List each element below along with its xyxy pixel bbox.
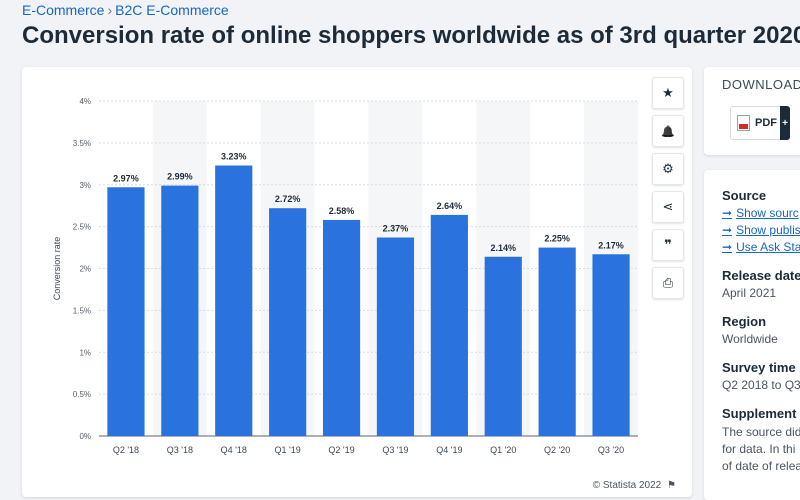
show-publisher-text: Show publis	[736, 223, 800, 237]
source-section: Source ➞ Show sourc ➞ Show publis ➞ Use Ask…	[722, 188, 800, 254]
notification-button[interactable]: 🔔	[652, 115, 684, 147]
breadcrumb-separator: ›	[107, 2, 113, 18]
cite-button[interactable]: ❞	[652, 229, 684, 261]
bar	[430, 214, 468, 436]
arrow-right-icon: ➞	[722, 223, 733, 237]
release-date-label: Release date	[722, 268, 800, 283]
ask-statista-link[interactable]: ➞ Use Ask Sta	[722, 240, 800, 254]
data-label: 2.64%	[437, 201, 463, 211]
x-tick-label: Q2 '19	[328, 445, 354, 455]
supplement-line: The source did	[722, 425, 800, 439]
supplement-section: Supplement The source did for data. In t…	[722, 406, 800, 475]
share-icon: ⋖	[662, 199, 674, 214]
pdf-download-button[interactable]: PDF +	[730, 106, 790, 140]
y-axis-label: Conversion rate	[52, 237, 62, 301]
show-source-text: Show sourc	[736, 206, 799, 220]
y-tick-label: 3.5%	[73, 139, 91, 148]
x-tick-label: Q2 '18	[113, 445, 139, 455]
bar	[322, 219, 361, 436]
quote-icon: ❞	[664, 237, 672, 252]
survey-time-section: Survey time Q2 2018 to Q3	[722, 360, 800, 392]
show-publisher-link[interactable]: ➞ Show publis	[722, 223, 800, 237]
data-label: 2.58%	[329, 206, 355, 216]
x-tick-label: Q4 '19	[436, 445, 462, 455]
pdf-label: PDF	[755, 117, 777, 129]
y-tick-label: 2.5%	[73, 223, 91, 232]
info-panel: Source ➞ Show sourc ➞ Show publis ➞ Use Ask…	[704, 170, 800, 500]
bar-chart: 0% 0.5% 1% 1.5% 2% 2.5% 3% 3.5% 4% 2.97% Q2 '18 2.9…	[52, 97, 638, 455]
settings-button[interactable]: ⚙	[652, 153, 684, 185]
show-source-link[interactable]: ➞ Show sourc	[722, 206, 800, 220]
chart-toolbar: ★ 🔔 ⚙ ⋖ ❞ ⎙	[652, 77, 684, 305]
arrow-right-icon: ➞	[722, 240, 733, 254]
data-label: 2.97%	[113, 173, 139, 183]
x-tick-label: Q1 '20	[490, 445, 516, 455]
flag-icon: ⚑	[667, 480, 676, 491]
bar	[269, 208, 307, 436]
supplement-label: Supplement	[722, 406, 797, 421]
ask-statista-text: Use Ask Sta	[736, 240, 800, 254]
data-label: 2.25%	[544, 234, 570, 244]
data-label: 3.23%	[221, 151, 247, 161]
survey-time-value: Q2 2018 to Q3	[722, 378, 800, 392]
region-value: Worldwide	[722, 332, 778, 346]
breadcrumb-item-b2c-ecommerce[interactable]: B2C E-Commerce	[115, 2, 229, 18]
favorite-button[interactable]: ★	[652, 77, 684, 109]
data-label: 2.37%	[383, 224, 409, 234]
pdf-file-icon	[737, 115, 750, 131]
bar	[161, 185, 199, 436]
share-button[interactable]: ⋖	[652, 191, 684, 223]
data-label: 2.17%	[598, 240, 624, 250]
y-tick-label: 3%	[79, 181, 91, 190]
x-tick-label: Q3 '18	[167, 445, 193, 455]
arrow-right-icon: ➞	[722, 206, 733, 220]
y-tick-label: 0%	[79, 432, 91, 441]
y-tick-label: 4%	[79, 97, 91, 106]
chart-card: 0% 0.5% 1% 1.5% 2% 2.5% 3% 3.5% 4% 2.97% Q2 '18 2.9…	[22, 67, 692, 497]
data-label: 2.72%	[275, 194, 301, 204]
bar	[592, 254, 630, 436]
download-heading: DOWNLOAD	[722, 77, 800, 92]
bar	[376, 237, 415, 436]
release-date-section: Release date April 2021	[722, 268, 800, 300]
data-label: 2.14%	[490, 243, 516, 253]
credit-text: © Statista 2022	[592, 480, 662, 491]
y-tick-label: 1.5%	[73, 306, 91, 315]
x-tick-label: Q4 '18	[221, 445, 247, 455]
supplement-line: for data. In thi	[722, 442, 796, 456]
download-panel: DOWNLOAD PDF +	[704, 67, 800, 155]
release-date-value: April 2021	[722, 286, 777, 300]
printer-icon: ⎙	[662, 275, 674, 290]
survey-time-label: Survey time	[722, 360, 796, 375]
region-label: Region	[722, 314, 767, 329]
bell-icon: 🔔	[661, 125, 675, 138]
gear-icon: ⚙	[662, 161, 674, 176]
page-title: Conversion rate of online shoppers world…	[22, 22, 800, 49]
x-tick-label: Q2 '20	[544, 445, 570, 455]
bar	[484, 256, 522, 436]
breadcrumb-item-ecommerce[interactable]: E-Commerce	[22, 2, 105, 18]
source-label: Source	[722, 188, 767, 203]
print-button[interactable]: ⎙	[652, 267, 684, 299]
breadcrumb: E-Commerce › B2C E-Commerce	[22, 2, 229, 18]
y-tick-label: 1%	[79, 348, 91, 357]
bar	[107, 187, 145, 436]
star-icon: ★	[662, 85, 674, 100]
x-tick-label: Q3 '19	[382, 445, 408, 455]
x-tick-label: Q3 '20	[598, 445, 624, 455]
region-section: Region Worldwide	[722, 314, 800, 346]
x-tick-label: Q1 '19	[275, 445, 301, 455]
data-label: 2.99%	[167, 172, 193, 182]
y-tick-label: 0.5%	[73, 390, 91, 399]
y-tick-label: 2%	[79, 265, 91, 274]
supplement-line: of date of relea	[722, 459, 800, 473]
bar	[538, 247, 576, 436]
bar	[215, 165, 253, 437]
statista-credit[interactable]: © Statista 2022 ⚑	[593, 480, 676, 491]
plus-icon: +	[780, 106, 790, 140]
